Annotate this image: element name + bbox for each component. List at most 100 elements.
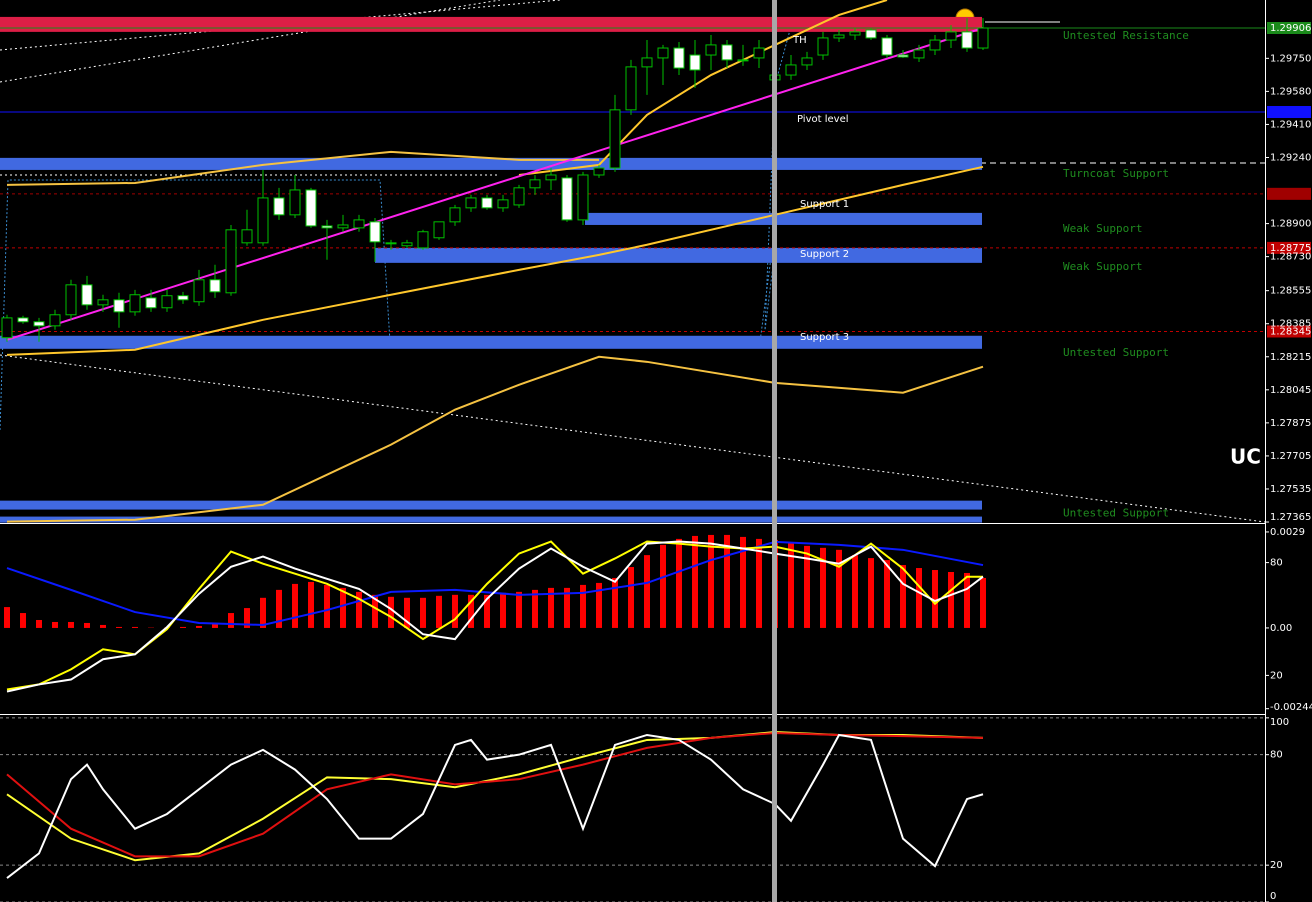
y-tick-label: 1.27705 [1270,451,1311,462]
y-tick-label: 1.27365 [1270,512,1311,523]
candle-body [705,44,717,56]
histogram-bar [84,622,90,628]
candle-body [385,242,397,245]
price-tag-label: 1.28345 [1270,326,1311,337]
y-tick-label: 1.29750 [1270,53,1311,64]
indicator-line [6,355,984,523]
candle-body [641,57,653,68]
price-tag [1267,105,1311,118]
candle-body [465,197,477,209]
histogram-bar [948,572,954,628]
price-tag-label: 1.28775 [1270,243,1311,254]
candle-body [1,317,13,339]
candle-body [801,57,813,66]
candle-body [673,47,685,69]
histogram-bar [388,596,394,628]
histogram-bar [484,594,490,628]
candle-body [433,221,445,239]
price-tag-label: 1.29906 [1270,23,1311,34]
histogram-bar [820,547,826,628]
zone-label: Weak Support [1063,222,1142,235]
histogram-bar [68,621,74,628]
histogram-bar [548,587,554,628]
annotation: TH [792,35,807,46]
candle-body [689,54,701,71]
candle-body [529,179,541,189]
histogram-bar [564,587,570,628]
histogram-bar [212,623,218,628]
candle-body [257,197,269,244]
candle-body [513,187,525,206]
candle-body [753,47,765,59]
histogram-bar [196,625,202,628]
histogram-bar [916,568,922,628]
candle-body [225,229,237,294]
annotation: Support 1 [800,199,849,210]
candle-body [785,64,797,76]
indicator-line [6,733,984,879]
candle-body [657,47,669,59]
annotation: Support 3 [800,332,849,343]
histogram-bar [356,591,362,628]
candle-body [881,37,893,56]
zone-label: Weak Support [1063,260,1142,273]
candle-body [897,54,909,58]
histogram-bar [900,565,906,628]
histogram-bar [708,534,714,628]
candle-body [561,177,573,221]
y2-tick-label: 80 [1270,558,1283,569]
candle-body [97,299,109,306]
candle-body [113,299,125,313]
histogram-bar [36,619,42,628]
price-tag [1267,241,1311,254]
histogram-bar [308,581,314,628]
histogram-bar [100,624,106,628]
histogram-bar [692,535,698,628]
y-tick-label: 0 [1270,891,1276,902]
histogram-bar [532,589,538,628]
candle-body [497,199,509,209]
y-tick-label: 1.28045 [1270,385,1311,396]
candle-body [305,189,317,227]
zone-label: Untested Resistance [1063,29,1189,42]
zone [0,335,982,349]
histogram-bar [788,542,794,628]
candle-body [337,224,349,229]
price-tag [1267,21,1311,34]
annotation: Support 2 [800,249,849,260]
candle-body [593,167,605,176]
candle-body [833,34,845,39]
histogram-bar [756,538,762,628]
histogram-bar [628,567,634,628]
y-tick-label: 0.0029 [1270,527,1305,538]
candle-body [33,321,45,327]
histogram-bar [644,555,650,628]
indicator-line [6,540,984,626]
candle-body [321,225,333,229]
histogram-bar [132,626,138,628]
histogram-bar [500,592,506,628]
candle-body [49,314,61,327]
annotation: Pivot level [797,114,849,125]
y-tick-label: 1.29240 [1270,152,1311,163]
histogram-bar [836,549,842,628]
candle-body [961,31,973,49]
price-tag [1267,325,1311,338]
candle-body [241,229,253,244]
y-tick-label: 1.28555 [1270,286,1311,297]
zone-label: Untested Support [1063,346,1169,359]
candle-body [273,197,285,216]
candle-body [145,297,157,309]
candle-body [209,279,221,293]
histogram-bar [180,626,186,628]
candle-body [737,59,749,62]
histogram-bar [596,582,602,628]
candle-body [81,284,93,306]
histogram-bar [868,558,874,628]
histogram-bar [436,595,442,628]
histogram-bar [516,591,522,628]
histogram-bar [964,572,970,628]
zone-label: Turncoat Support [1063,167,1169,180]
histogram-bar [884,560,890,628]
cursor-line [772,0,777,902]
